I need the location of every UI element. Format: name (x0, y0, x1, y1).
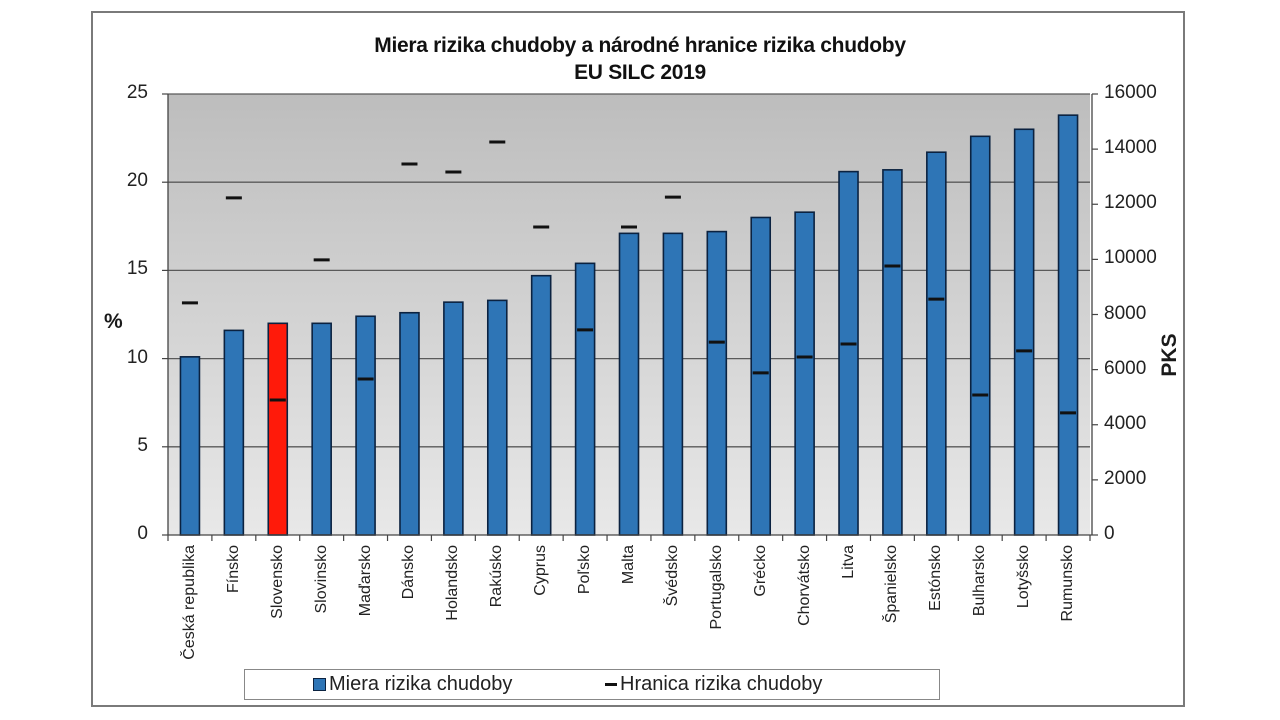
x-tick-label: Malta (620, 545, 637, 585)
legend-line-swatch-icon (605, 683, 617, 686)
bar-2 (267, 322, 289, 536)
x-tick-label: Lotyšsko (1015, 545, 1033, 609)
x-tick-label: Poľsko (576, 545, 594, 595)
x-tick-label: Holandsko (444, 545, 462, 621)
x-tick-label: Cyprus (532, 545, 550, 596)
bar-14 (794, 211, 815, 536)
bar-13 (750, 216, 772, 536)
bar-18 (969, 135, 991, 536)
bar-5 (399, 311, 420, 536)
right-tick-label: 8000 (1104, 302, 1147, 324)
bar-9 (574, 262, 596, 536)
legend-item-line: Hranica rizika chudoby (605, 673, 822, 696)
left-tick-label: 25 (126, 82, 148, 103)
marker-series (181, 140, 1077, 415)
bar-1 (223, 329, 245, 536)
right-tick-label: 2000 (1104, 467, 1147, 489)
chart-subtitle: EU SILC 2019 (574, 61, 706, 84)
right-tick-label: 4000 (1104, 412, 1147, 434)
x-tick-label: Slovinsko (312, 545, 330, 614)
legend-line-label: Hranica rizika chudoby (620, 673, 823, 695)
axes (162, 93, 1098, 541)
right-tick-label: 14000 (1104, 137, 1157, 159)
left-tick-label: 20 (126, 170, 148, 192)
x-tick-label: Švédsko (663, 545, 681, 607)
x-tick-label: Česká republika (180, 545, 198, 660)
x-tick-label: Slovensko (268, 545, 286, 619)
bar-16 (882, 169, 903, 536)
bar-11 (662, 232, 684, 536)
bar-20 (1057, 114, 1079, 536)
legend-item-bar: Miera rizika chudoby (313, 673, 512, 696)
right-tick-label: 12000 (1104, 192, 1157, 214)
x-tick-label: Španielsko (883, 545, 901, 624)
x-tick-label: Maďarsko (356, 545, 374, 617)
bar-series (179, 114, 1079, 536)
bar-6 (443, 301, 464, 536)
legend-bar-swatch-icon (313, 678, 326, 691)
x-tick-label: Chorvátsko (795, 545, 813, 626)
left-tick-label: 15 (126, 258, 148, 280)
bar-19 (1013, 128, 1035, 536)
x-tick-label: Estónsko (927, 545, 945, 611)
left-tick-label: 10 (126, 346, 148, 368)
right-tick-label: 0 (1104, 523, 1115, 544)
legend-bar-label: Miera rizika chudoby (329, 673, 513, 695)
bar-8 (530, 274, 552, 536)
x-tick-label: Rakúsko (488, 545, 506, 608)
left-axis-label: % (104, 310, 123, 333)
x-tick-label: Bulharsko (971, 545, 989, 617)
bar-0 (179, 356, 201, 536)
x-tick-label: Rumunsko (1059, 545, 1077, 622)
x-tick-label: Fínsko (224, 545, 242, 594)
bar-10 (618, 232, 640, 536)
x-tick-label: Portugalsko (707, 545, 725, 630)
bar-4 (355, 315, 376, 536)
chart-title: Miera rizika chudoby a národné hranice r… (374, 34, 906, 57)
x-tick-label: Grécko (751, 545, 769, 597)
bar-3 (311, 322, 332, 536)
bar-7 (486, 299, 508, 536)
right-axis-label: PKS (1158, 333, 1181, 377)
left-tick-label: 0 (137, 523, 148, 544)
right-tick-label: 16000 (1104, 82, 1157, 103)
bar-17 (926, 151, 947, 536)
right-tick-label: 6000 (1104, 357, 1147, 379)
bar-12 (706, 230, 728, 536)
bar-15 (838, 170, 859, 536)
x-tick-label: Dánsko (400, 545, 418, 600)
x-tick-label: Litva (839, 545, 857, 579)
legend: Miera rizika chudoby Hranica rizika chud… (244, 669, 940, 700)
left-tick-label: 5 (137, 434, 148, 456)
right-tick-label: 10000 (1104, 247, 1157, 269)
